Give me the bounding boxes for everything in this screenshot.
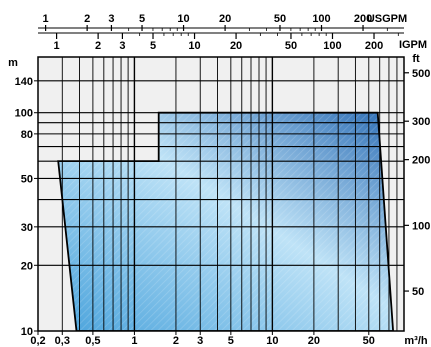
x-tick-label: 50 bbox=[363, 335, 375, 347]
x-tick-label: 20 bbox=[308, 335, 320, 347]
x-tick-label: 1 bbox=[131, 335, 137, 347]
operating-envelope-outline bbox=[57, 111, 395, 331]
igpm-tick-labels: 1 2 3 5 10 20 50 100 200 bbox=[54, 40, 384, 52]
x-tick-label: 0,5 bbox=[85, 335, 100, 347]
usgpm-tick-labels: 1 2 3 5 10 20 50 100 200 bbox=[43, 13, 373, 25]
usgpm-axis-label: USGPM bbox=[367, 13, 407, 25]
y-right-tick-label: 500 bbox=[412, 68, 430, 80]
igpm-tick-label: 100 bbox=[323, 40, 341, 52]
igpm-tick-label: 5 bbox=[150, 40, 156, 52]
y-right-tick-label: 100 bbox=[412, 220, 430, 232]
y-left-tick-labels: 10 20 30 50 80 100 140 bbox=[15, 76, 33, 338]
igpm-tick-label: 50 bbox=[285, 40, 297, 52]
x-tick-label: 0,2 bbox=[30, 335, 45, 347]
y-left-tick-label: 50 bbox=[21, 173, 33, 185]
x-tick-labels: 0,2 0,3 0,5 1 2 3 5 10 20 50 bbox=[30, 335, 375, 347]
usgpm-tick-label: 200 bbox=[354, 13, 372, 25]
usgpm-tick-label: 2 bbox=[84, 13, 90, 25]
x-tick-label: 0,3 bbox=[55, 335, 70, 347]
y-right-tick-labels: 50 100 200 300 500 bbox=[412, 68, 430, 298]
igpm-tick-label: 10 bbox=[188, 40, 200, 52]
usgpm-tick-label: 20 bbox=[219, 13, 231, 25]
axis-ticks bbox=[34, 25, 409, 335]
y-right-axis-label: ft bbox=[412, 53, 420, 65]
y-left-tick-label: 100 bbox=[15, 108, 33, 120]
y-left-tick-label: 30 bbox=[21, 222, 33, 234]
x-tick-label: 10 bbox=[266, 335, 278, 347]
igpm-tick-label: 20 bbox=[230, 40, 242, 52]
igpm-tick-label: 3 bbox=[119, 40, 125, 52]
y-left-tick-label: 140 bbox=[15, 76, 33, 88]
usgpm-tick-label: 10 bbox=[177, 13, 189, 25]
y-right-tick-label: 200 bbox=[412, 155, 430, 167]
operating-envelope-hatch bbox=[58, 112, 394, 331]
x-tick-label: 2 bbox=[173, 335, 179, 347]
y-left-tick-label: 20 bbox=[21, 260, 33, 272]
usgpm-tick-label: 50 bbox=[274, 13, 286, 25]
x-tick-label: 3 bbox=[197, 335, 203, 347]
y-left-tick-label: 10 bbox=[21, 326, 33, 338]
plot-frame bbox=[37, 56, 405, 332]
x-axis-label: m³/h bbox=[404, 335, 428, 347]
usgpm-tick-label: 100 bbox=[312, 13, 330, 25]
usgpm-tick-label: 3 bbox=[108, 13, 114, 25]
usgpm-tick-label: 5 bbox=[139, 13, 145, 25]
y-left-axis-label: m bbox=[8, 57, 18, 69]
x-tick-label: 5 bbox=[228, 335, 234, 347]
igpm-tick-label: 1 bbox=[54, 40, 60, 52]
igpm-axis-label: IGPM bbox=[399, 39, 427, 51]
usgpm-tick-label: 1 bbox=[43, 13, 49, 25]
igpm-tick-label: 2 bbox=[95, 40, 101, 52]
y-right-tick-label: 50 bbox=[412, 286, 424, 298]
igpm-tick-label: 200 bbox=[365, 40, 383, 52]
y-left-tick-label: 80 bbox=[21, 129, 33, 141]
y-right-tick-label: 300 bbox=[412, 116, 430, 128]
